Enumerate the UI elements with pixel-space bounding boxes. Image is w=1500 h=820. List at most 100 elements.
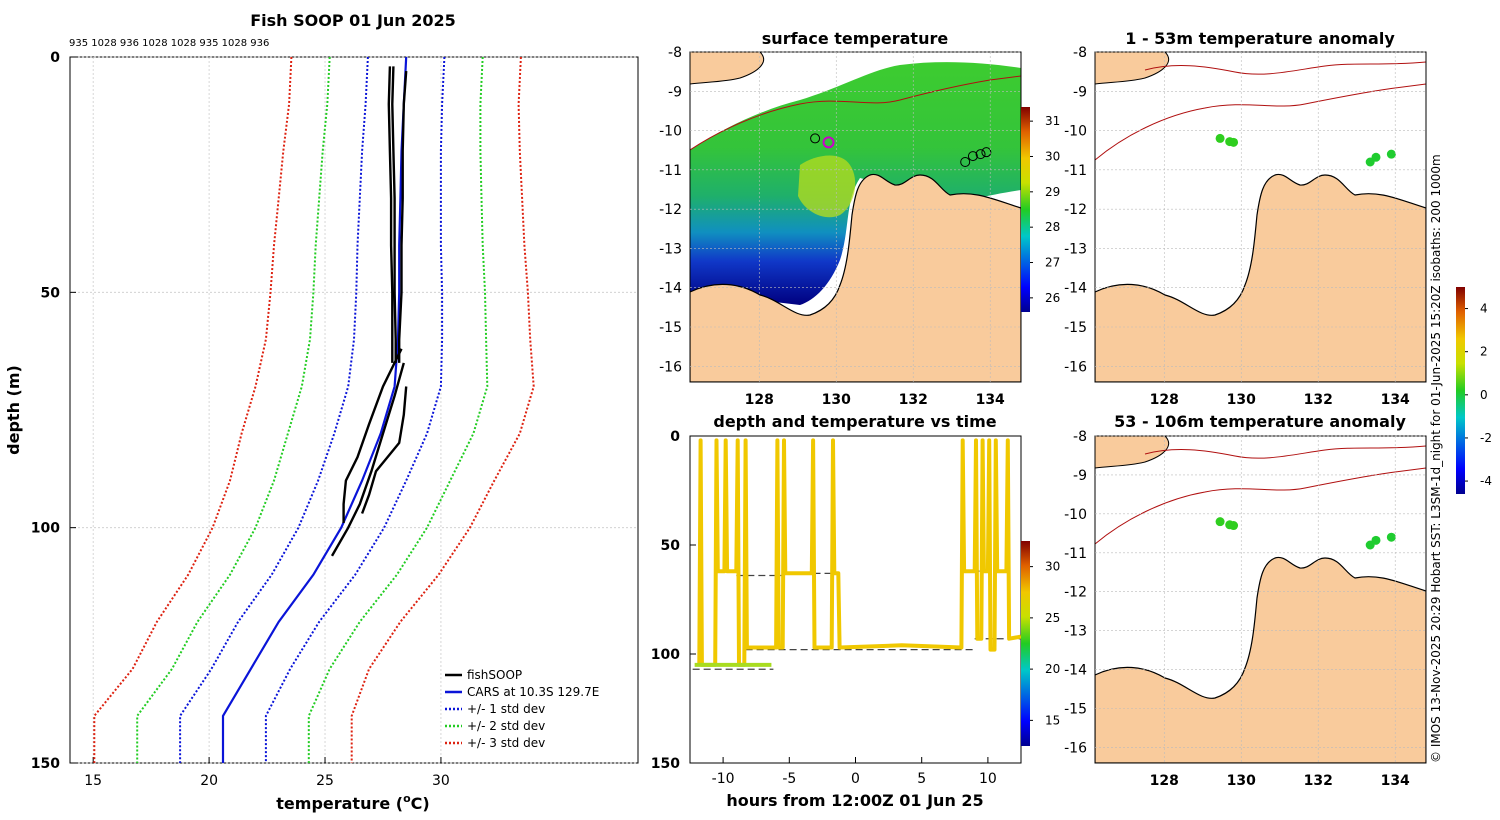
anomaly-deep-isobath-1000: [1144, 445, 1426, 459]
anomaly-shallow-point: [1229, 137, 1239, 147]
depth-time-xlabel: hours from 12:00Z 01 Jun 25: [726, 791, 983, 810]
anomaly-deep-ytick-label: -15: [1064, 702, 1087, 718]
anomaly-colorbar-ticks: 4 2 0 -2 -4: [1465, 302, 1492, 488]
anomaly-deep-xtick-label: 130: [1227, 773, 1256, 789]
anomaly-deep-title: 53 - 106m temperature anomaly: [1114, 412, 1406, 431]
depth-time-title: depth and temperature vs time: [713, 412, 996, 431]
anomaly-deep-point: [1215, 517, 1225, 527]
anomaly-deep-ytick-label: -12: [1064, 585, 1087, 601]
anomaly-deep-xtick-label: 132: [1304, 773, 1333, 789]
sst-current-station-marker: [822, 136, 835, 149]
anomaly-deep-isobath-200: [1095, 467, 1426, 545]
sst-land: [690, 173, 1021, 382]
sst-ytick-label: -15: [659, 320, 682, 336]
anomaly-deep-ytick-label: -9: [1073, 468, 1087, 484]
depth-time-xtick-label: 0: [851, 771, 860, 787]
sst-colorbar: [1021, 107, 1030, 312]
anomaly-shallow-land-north: [1095, 52, 1170, 85]
sst-colorbar-label: 26: [1045, 291, 1060, 305]
anomaly-shallow-ytick-label: -12: [1064, 202, 1087, 218]
anomaly-shallow-title: 1 - 53m temperature anomaly: [1125, 29, 1395, 48]
depth-time-colorbar-label: 20: [1045, 662, 1060, 676]
anomaly-shallow-xtick-label: 130: [1227, 392, 1256, 408]
sst-colorbar-label: 30: [1045, 149, 1060, 163]
anomaly-shallow-point: [1215, 133, 1225, 143]
profile-legend: fishSOOP CARS at 10.3S 129.7E +/- 1 std …: [445, 668, 599, 750]
anomaly-colorbar-label: -4: [1480, 474, 1492, 488]
sst-ytick-label: -10: [659, 124, 682, 140]
profile-xlabel: temperature (oC): [276, 792, 429, 813]
anomaly-shallow-ytick-label: -15: [1064, 320, 1087, 336]
anomaly-shallow-xtick-label: 134: [1381, 392, 1410, 408]
anomaly-shallow-ytick-label: -11: [1064, 163, 1087, 179]
anomaly-colorbar-label: 4: [1480, 302, 1488, 316]
profile-ylabel: depth (m): [4, 365, 23, 455]
anomaly-deep-ytick-label: -16: [1064, 740, 1087, 756]
anomaly-colorbar-label: -2: [1480, 431, 1492, 445]
anomaly-shallow-isobath-200: [1095, 83, 1426, 161]
sst-ytick-label: -9: [668, 84, 682, 100]
sst-station-marker: [967, 151, 978, 162]
depth-time-ytick-label: 0: [670, 429, 680, 445]
profile-std1-lower: [179, 57, 369, 763]
legend-std3: +/- 3 std dev: [467, 736, 545, 750]
profile-std2-upper: [307, 57, 489, 763]
anomaly-shallow-ytick-label: -16: [1064, 359, 1087, 375]
profile-xtick-label: 25: [316, 773, 334, 789]
anomaly-shallow-ytick-label: -13: [1064, 241, 1087, 257]
sst-station-marker: [975, 149, 986, 160]
anomaly-deep-panel: 53 - 106m temperature anomaly 128 130 132 1…: [1064, 287, 1492, 789]
sst-ytick-label: -16: [659, 359, 682, 375]
profile-panel: Fish SOOP 01 Jun 2025 935 1028 936 1028 …: [4, 11, 639, 813]
depth-time-ytick-label: 100: [651, 647, 680, 663]
depth-time-xtick-label: -10: [712, 771, 735, 787]
depth-time-ytick-label: 150: [651, 756, 680, 772]
depth-time-xtick-label: 5: [917, 771, 926, 787]
anomaly-shallow-ytick-label: -8: [1073, 45, 1087, 61]
sst-station-marker: [810, 133, 821, 144]
anomaly-shallow-xtick-label: 128: [1150, 392, 1179, 408]
profile-ytick-label: 50: [41, 285, 61, 301]
sst-ytick-label: -12: [659, 202, 682, 218]
sst-map-panel: surface temperature 128 130 132 134 -8 -9 -10 -…: [659, 29, 1060, 408]
sst-ytick-label: -8: [668, 45, 682, 61]
profile-std3-upper: [350, 57, 535, 763]
sst-colorbar-ticks: 31 30 29 28 27 26: [1030, 114, 1060, 305]
depth-time-lines: [692, 438, 1021, 670]
depth-time-colorbar: [1021, 541, 1030, 746]
anomaly-deep-ytick-label: -13: [1064, 624, 1087, 640]
sst-colorbar-label: 31: [1045, 114, 1060, 128]
profile-ytick-label: 150: [31, 756, 60, 772]
anomaly-shallow-ytick-label: -9: [1073, 84, 1087, 100]
profile-xtick-label: 20: [200, 773, 218, 789]
anomaly-deep-ytick-label: -14: [1064, 663, 1087, 679]
profile-std2-lower: [136, 57, 331, 763]
anomaly-deep-ytick-label: -8: [1073, 429, 1087, 445]
depth-time-colorbar-label: 30: [1045, 560, 1060, 574]
depth-time-colorbar-label: 15: [1045, 713, 1060, 727]
sst-land-north: [690, 52, 765, 85]
profile-fishsoop-cast-2: [391, 66, 397, 363]
sst-colorbar-label: 27: [1045, 256, 1060, 270]
profile-fishsoop-cast-1: [387, 66, 394, 363]
sst-xtick-label: 128: [745, 392, 774, 408]
anomaly-shallow-isobath-1000: [1144, 61, 1426, 75]
anomaly-shallow-ytick-label: -14: [1064, 281, 1087, 297]
legend-std1: +/- 1 std dev: [467, 702, 545, 716]
sst-colorbar-label: 29: [1045, 185, 1060, 199]
legend-fishsoop: fishSOOP: [467, 668, 522, 682]
profile-lines: [93, 57, 535, 763]
depth-time-ytick-label: 50: [661, 538, 681, 554]
anomaly-deep-land-north: [1095, 436, 1170, 469]
depth-time-colorbar-ticks: 30 25 20 15: [1030, 560, 1060, 727]
anomaly-deep-point: [1386, 532, 1396, 542]
profile-fishsoop-cast-3: [398, 71, 408, 363]
anomaly-deep-point: [1371, 535, 1381, 545]
sst-warm-patch: [798, 155, 856, 218]
depth-time-colorbar-label: 25: [1045, 611, 1060, 625]
legend-std2: +/- 2 std dev: [467, 719, 545, 733]
profile-fishsoop-cast-5: [330, 362, 405, 557]
profile-axes-frame: [69, 56, 639, 764]
